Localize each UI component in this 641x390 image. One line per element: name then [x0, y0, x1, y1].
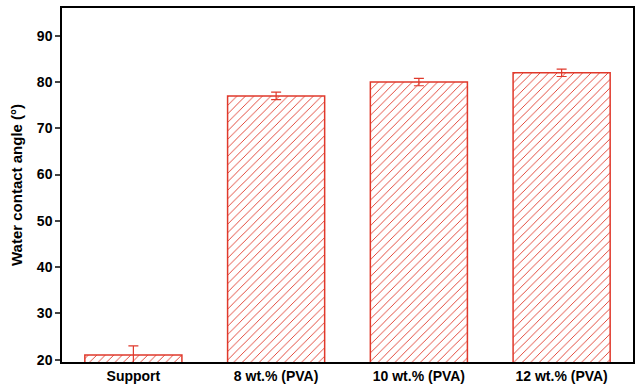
svg-text:70: 70: [37, 120, 53, 136]
svg-text:60: 60: [37, 166, 53, 182]
svg-text:50: 50: [37, 213, 53, 229]
svg-text:30: 30: [37, 305, 53, 321]
svg-text:12 wt.% (PVA): 12 wt.% (PVA): [515, 368, 607, 384]
svg-text:10 wt.% (PVA): 10 wt.% (PVA): [373, 368, 465, 384]
svg-text:80: 80: [37, 74, 53, 90]
svg-text:Water contact angle (°): Water contact angle (°): [8, 104, 25, 266]
svg-text:20: 20: [37, 352, 53, 368]
svg-text:40: 40: [37, 259, 53, 275]
svg-text:8 wt.% (PVA): 8 wt.% (PVA): [234, 368, 319, 384]
svg-text:90: 90: [37, 28, 53, 44]
svg-text:Support: Support: [107, 368, 161, 384]
